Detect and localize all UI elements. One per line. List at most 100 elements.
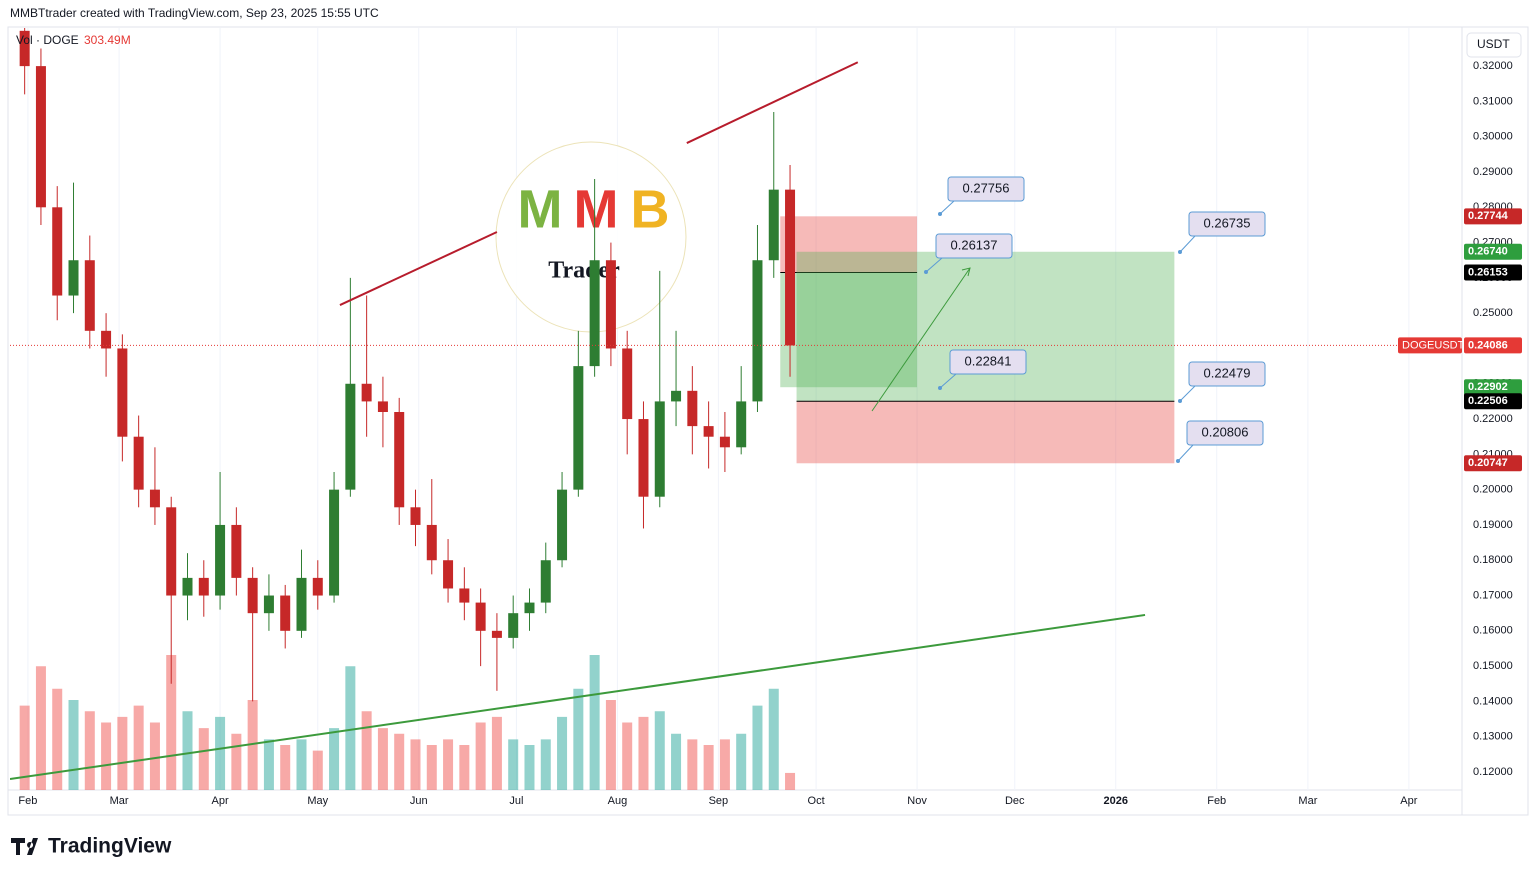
candle-body <box>573 366 584 490</box>
candle-body <box>622 348 633 420</box>
volume-bar <box>491 716 502 790</box>
volume-bar <box>377 728 388 790</box>
candle-body <box>101 330 112 349</box>
currency: USDT <box>1477 37 1510 51</box>
y-tick-label: 0.14000 <box>1473 695 1513 707</box>
callout-label: 0.26137 <box>951 237 998 252</box>
candle-body <box>508 613 519 638</box>
callout-label: 0.27756 <box>963 180 1010 195</box>
callout-dot <box>1178 399 1182 403</box>
stop-zone <box>780 216 918 273</box>
price-label: 0.26740 <box>1468 246 1508 258</box>
price-label-box <box>1464 337 1522 354</box>
grid <box>27 28 1410 790</box>
callout-label: 0.26735 <box>1204 215 1251 230</box>
trendline <box>339 231 498 306</box>
volume-bar <box>215 716 226 790</box>
volume-bar <box>426 745 437 790</box>
callout-box <box>947 176 1025 202</box>
volume-bar <box>280 745 291 790</box>
candle-body <box>247 577 258 614</box>
volume-bar <box>166 655 177 790</box>
volume-bar <box>133 705 144 790</box>
candle-body <box>736 401 747 448</box>
candle-body <box>671 390 682 402</box>
price-label-box <box>1464 264 1522 281</box>
volume-bar <box>524 745 535 790</box>
candle-body <box>19 30 30 67</box>
target-zone <box>780 272 918 388</box>
volume-legend-value: 303.49M <box>84 33 131 47</box>
volume-bar <box>231 733 242 790</box>
candle-body <box>752 260 763 402</box>
volume-bar <box>475 722 486 790</box>
candle-body <box>557 489 568 561</box>
price-label: 0.24086 <box>1468 339 1508 351</box>
candle-body <box>215 524 226 596</box>
volume-bar <box>296 739 307 790</box>
candle-body <box>68 260 79 296</box>
candle-body <box>312 577 323 596</box>
callout-label: 0.20806 <box>1202 424 1249 439</box>
candle-body <box>182 577 193 596</box>
callout-box <box>935 233 1013 259</box>
candle-body <box>687 390 698 427</box>
target-zone <box>796 251 1175 402</box>
volume-bar <box>394 733 405 790</box>
header: MMBTtrader created with TradingView.com,… <box>10 6 379 20</box>
price-label: 0.22506 <box>1468 395 1508 407</box>
y-tick-label: 0.18000 <box>1473 554 1513 566</box>
candle-body <box>345 383 356 490</box>
volume-bar <box>573 688 584 790</box>
callout-dot <box>938 386 942 390</box>
volume-bar <box>117 716 128 790</box>
arrow <box>871 267 971 412</box>
candle-body <box>540 560 551 603</box>
y-tick-label: 0.29000 <box>1473 166 1513 178</box>
price-label-box <box>1464 379 1522 396</box>
volume-bar <box>84 711 95 790</box>
candle-body <box>377 401 388 412</box>
callout-pointer <box>939 200 955 215</box>
x-tick-label: Dec <box>1005 795 1025 807</box>
y-tick-label: 0.31000 <box>1473 95 1513 107</box>
symbol-label: DOGEUSDT <box>1402 339 1465 351</box>
x-tick-label: Nov <box>907 795 927 807</box>
price-label: 0.20747 <box>1468 457 1508 469</box>
symbol-box <box>1398 337 1462 354</box>
candle-body <box>589 260 600 367</box>
x-tick-label: Mar <box>110 795 129 807</box>
price-label-box <box>1464 208 1522 225</box>
callout-pointer <box>925 257 943 273</box>
trendline <box>686 61 859 144</box>
candles <box>19 28 796 702</box>
volume-bar <box>247 700 258 790</box>
callout-box <box>1188 361 1266 387</box>
candle-body <box>84 260 95 331</box>
y-tick-label: 0.32000 <box>1473 60 1513 72</box>
volume-bar <box>149 722 160 790</box>
callout-box <box>1188 211 1266 237</box>
candle-body <box>605 260 616 349</box>
price-label-box <box>1464 243 1522 260</box>
volume-bar <box>622 722 633 790</box>
candle-body <box>231 524 242 578</box>
candle-body <box>524 602 535 614</box>
volume <box>19 655 796 790</box>
arrow-head <box>961 267 971 277</box>
volume-bar <box>19 705 30 790</box>
candle-body <box>394 412 405 508</box>
volume-bar <box>785 772 796 790</box>
callout-label: 0.22479 <box>1204 365 1251 380</box>
volume-bar <box>35 666 46 790</box>
y-tick-label: 0.19000 <box>1473 519 1513 531</box>
callout-dot <box>1178 250 1182 254</box>
volume-bar <box>361 711 372 790</box>
logo-letter: M <box>574 179 619 239</box>
footer: TradingView <box>48 835 172 858</box>
y-tick-label: 0.13000 <box>1473 731 1513 743</box>
candle-body <box>785 189 796 346</box>
y-tick-label: 0.17000 <box>1473 589 1513 601</box>
y-tick-label: 0.20000 <box>1473 484 1513 496</box>
